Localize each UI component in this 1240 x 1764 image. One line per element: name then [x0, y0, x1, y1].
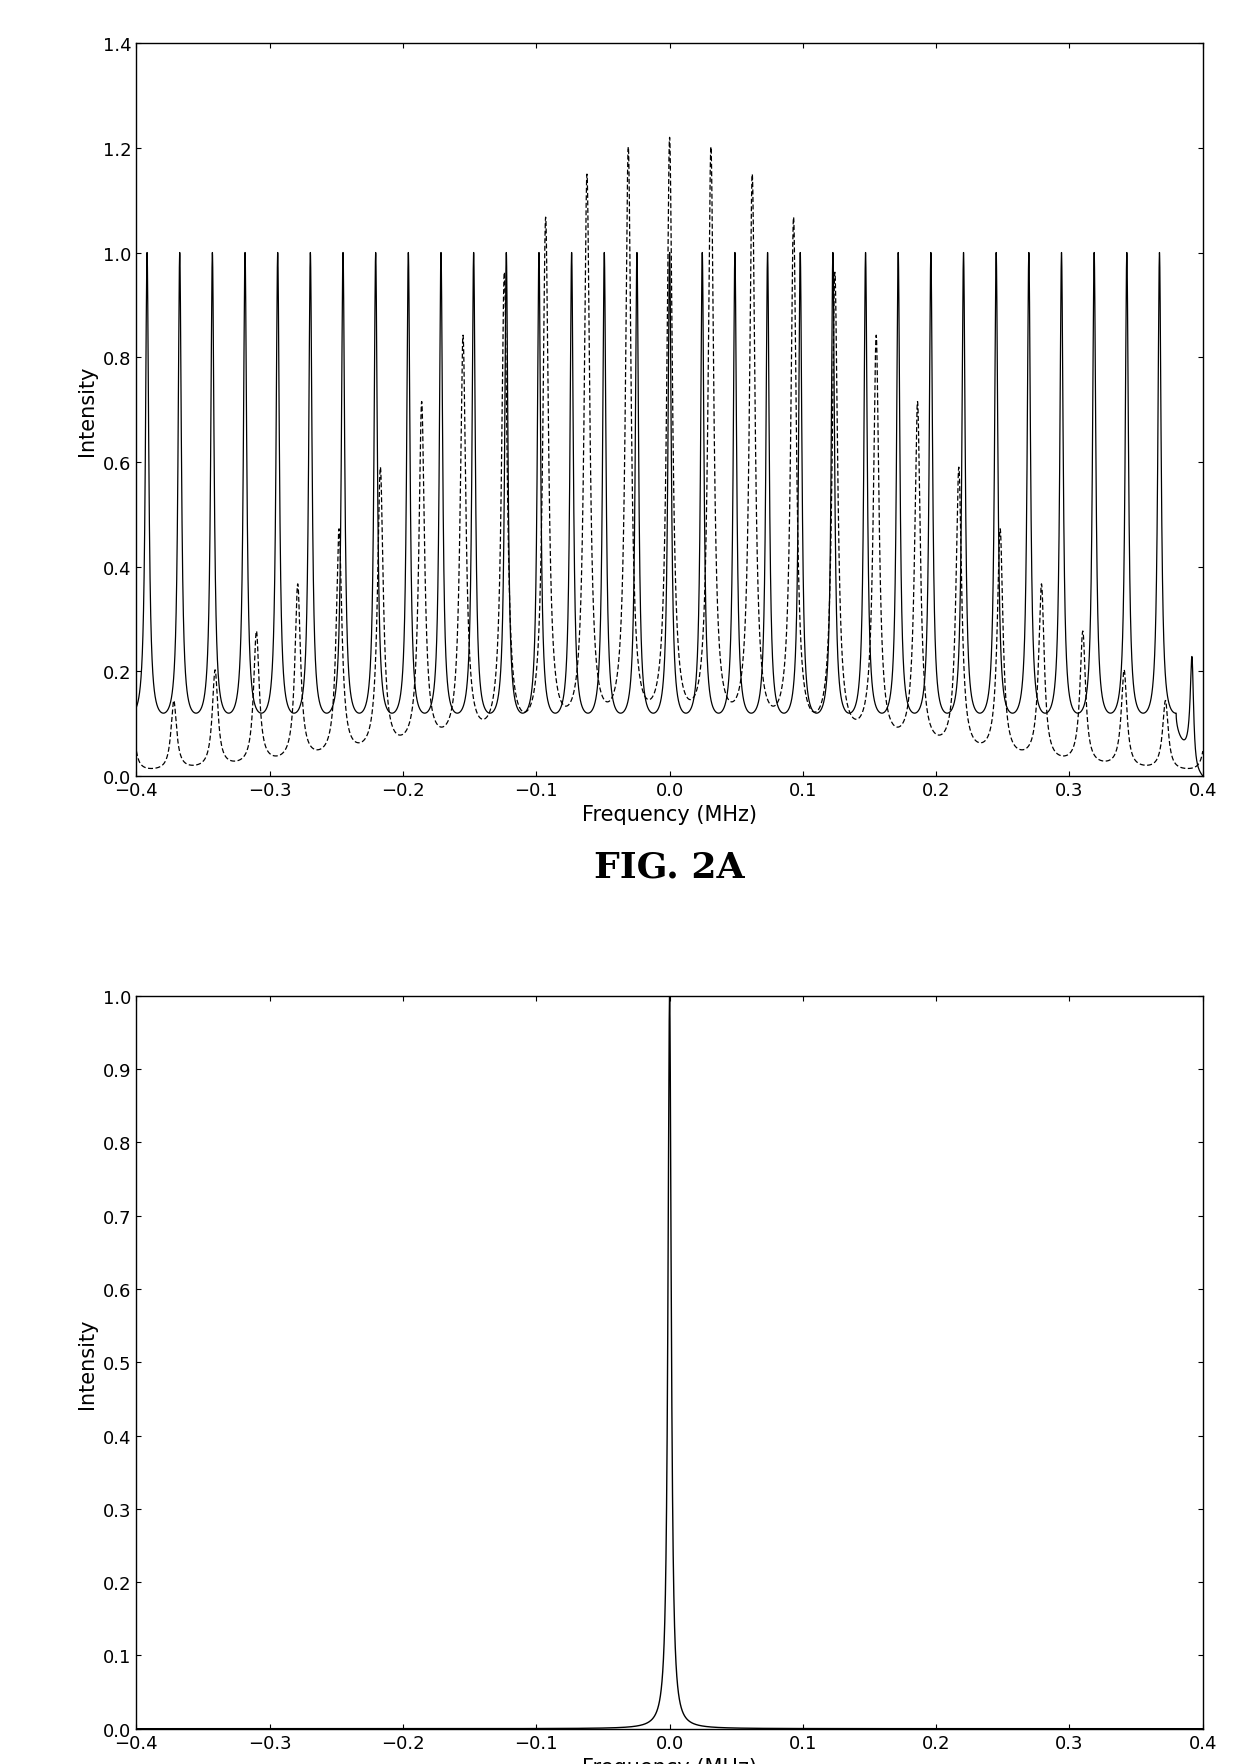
Y-axis label: Intensity: Intensity — [77, 365, 98, 455]
Y-axis label: Intensity: Intensity — [77, 1318, 98, 1408]
Text: FIG. 2A: FIG. 2A — [594, 850, 745, 884]
X-axis label: Frequency (MHz): Frequency (MHz) — [582, 804, 758, 826]
X-axis label: Frequency (MHz): Frequency (MHz) — [582, 1757, 758, 1764]
